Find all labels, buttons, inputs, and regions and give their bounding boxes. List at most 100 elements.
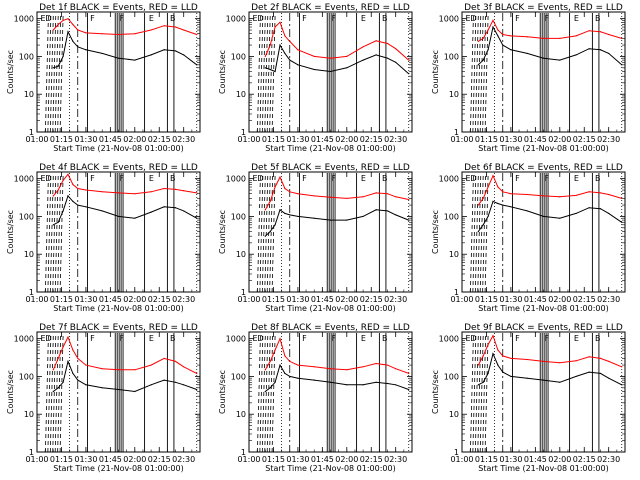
marker-label: B [595, 174, 601, 183]
y-tick-label: 100 [19, 212, 34, 221]
events-point [269, 387, 271, 389]
marker-label: D [257, 334, 263, 343]
marker-label: F [545, 174, 550, 183]
marker-line-dashed [59, 175, 64, 293]
lld-point [62, 19, 64, 21]
marker-line-dashed [57, 175, 62, 293]
marker-line-dashed [261, 335, 266, 453]
events-point [313, 379, 315, 381]
y-tick-label: 100 [444, 212, 459, 221]
panel-title: Det 1f BLACK = Events, RED = LLD [39, 3, 198, 13]
events-series-line [477, 200, 622, 232]
events-point [274, 224, 276, 226]
events-point [362, 384, 364, 386]
x-tick-label: 01:45 [524, 135, 547, 144]
events-point [408, 73, 410, 75]
events-point [575, 54, 577, 56]
x-tick-label: 01:45 [311, 295, 334, 304]
lld-point [542, 37, 545, 40]
marker-label: E [252, 334, 257, 343]
marker-label: F [120, 14, 125, 23]
marker-line-dashed [484, 175, 489, 293]
lld-point [183, 190, 185, 192]
events-point [575, 212, 577, 215]
lld-point [85, 32, 87, 34]
marker-label: F [332, 334, 337, 343]
lld-point [599, 31, 602, 33]
marker-line-dashed [484, 15, 489, 133]
events-point [599, 372, 602, 375]
marker-label: D [45, 334, 51, 343]
events-point [542, 379, 545, 381]
y-axis-label: Counts/sec [218, 50, 227, 94]
lld-point [183, 366, 185, 368]
lld-point [386, 364, 389, 366]
x-tick-label: 02:15 [360, 455, 383, 464]
x-tick-label: 01:00 [237, 295, 260, 304]
lld-point [375, 192, 377, 194]
events-point [608, 212, 610, 215]
x-tick-label: 02:30 [384, 135, 407, 144]
marker-label: D [45, 174, 51, 183]
events-point [279, 209, 281, 211]
events-point [497, 202, 499, 205]
events-point [386, 210, 389, 212]
lld-point [588, 356, 590, 358]
lld-point [134, 369, 136, 371]
y-tick-label: 100 [231, 212, 246, 221]
events-point [57, 65, 59, 67]
events-point [542, 57, 545, 59]
events-point [174, 381, 177, 383]
lld-point [477, 364, 479, 366]
x-tick-label: 01:30 [74, 135, 97, 144]
lld-point [269, 44, 271, 46]
marker-line-dashed [477, 335, 482, 453]
x-tick-label: 02:15 [573, 295, 596, 304]
x-tick-label: 01:00 [25, 135, 48, 144]
marker-label: B [382, 174, 388, 183]
y-tick-label: 1 [454, 448, 459, 457]
y-tick-label: 1000 [439, 15, 459, 24]
lld-point [408, 372, 410, 375]
events-point [559, 217, 561, 219]
events-point [313, 217, 315, 219]
marker-line-dashed [484, 335, 489, 453]
events-point [510, 206, 512, 208]
marker-line-dashed [271, 15, 276, 133]
y-tick-label: 1 [241, 448, 246, 457]
events-point [62, 381, 64, 383]
x-tick-label: 01:00 [450, 135, 473, 144]
events-point [608, 52, 610, 55]
lld-point [67, 336, 69, 338]
events-point [502, 204, 504, 206]
events-point [134, 59, 136, 61]
events-point [487, 49, 489, 51]
marker-label: D [257, 174, 263, 183]
lld-point [274, 349, 276, 351]
lld-point [284, 355, 286, 357]
lld-point [134, 33, 136, 35]
marker-label: E [574, 334, 579, 343]
x-axis-label: Start Time (21-Nov-08 01:00:00) [53, 464, 183, 473]
lld-point [117, 369, 120, 371]
x-tick-label: 01:00 [450, 295, 473, 304]
events-point [492, 26, 494, 28]
events-point [52, 224, 54, 226]
lld-point [72, 23, 74, 26]
lld-point [386, 193, 389, 195]
events-point [395, 384, 397, 386]
marker-label: E [465, 14, 470, 23]
marker-line-dashed [257, 335, 261, 453]
events-point [117, 215, 120, 218]
events-point [289, 59, 291, 61]
y-tick-label: 1 [241, 288, 246, 297]
y-tick-label: 1 [29, 448, 34, 457]
y-axis-label: Counts/sec [6, 50, 15, 94]
events-point [599, 49, 602, 51]
marker-label: B [595, 334, 601, 343]
events-point [482, 224, 484, 226]
events-point [492, 353, 494, 355]
events-point [559, 381, 561, 383]
